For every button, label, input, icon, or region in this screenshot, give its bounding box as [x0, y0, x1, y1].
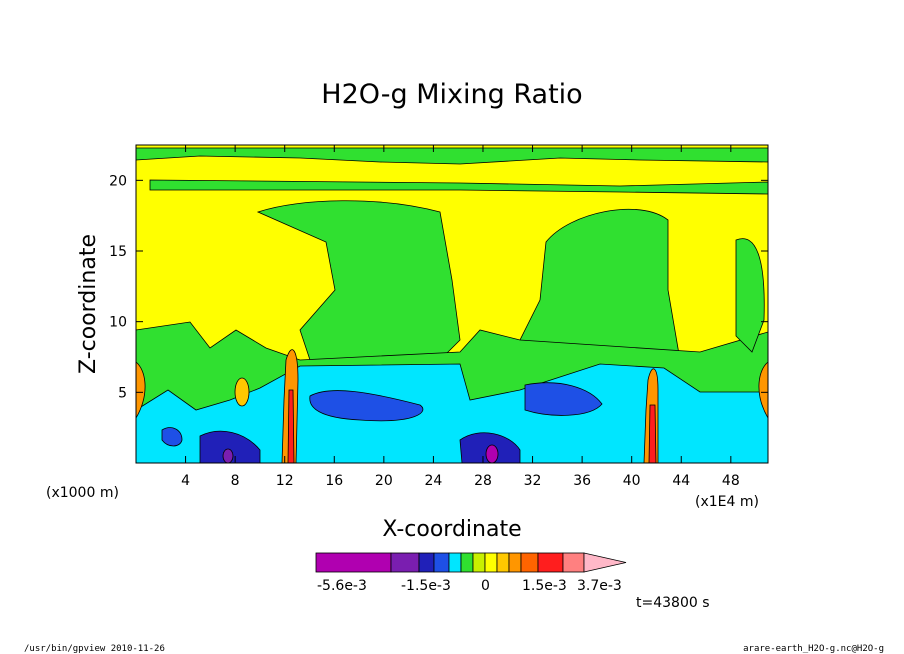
colorbar-swatch — [520, 552, 539, 573]
x-tick-label: 28 — [474, 473, 492, 489]
contour-field — [136, 145, 768, 463]
time-label: t=43800 s — [636, 595, 710, 611]
colorbar-arrow — [583, 552, 627, 573]
colorbar-swatch — [537, 552, 564, 573]
x-tick-label: 24 — [424, 473, 442, 489]
colorbar — [315, 552, 627, 573]
x-tick-label: 40 — [623, 473, 641, 489]
purple-min — [222, 448, 234, 463]
colorbar-swatch — [448, 552, 462, 573]
colorbar-swatch — [315, 552, 392, 573]
x-tick-label: 36 — [573, 473, 591, 489]
colorbar-label: -1.5e-3 — [401, 578, 451, 594]
colorbar-swatch — [508, 552, 522, 573]
y-tick-label: 10 — [109, 315, 127, 331]
colorbar-swatch — [496, 552, 510, 573]
footer-left: /usr/bin/gpview 2010-11-26 — [24, 644, 165, 654]
colorbar-swatch — [390, 552, 420, 573]
yellow-orange-blob — [234, 377, 250, 407]
x-tick-label: 4 — [181, 473, 190, 489]
x-tick-label: 44 — [672, 473, 690, 489]
x-tick-label: 20 — [375, 473, 393, 489]
red-core-right — [648, 404, 657, 463]
colorbar-swatch — [460, 552, 474, 573]
mid-green-band — [149, 179, 768, 195]
blue-patch-2 — [524, 382, 603, 416]
y-ticks: 5 10 15 20 — [109, 173, 768, 401]
upper-green-band — [136, 147, 768, 165]
chart-title: H2O-g Mixing Ratio — [321, 79, 582, 110]
x-unit-left: (x1000 m) — [46, 485, 119, 501]
x-tick-label: 16 — [325, 473, 343, 489]
colorbar-swatch — [562, 552, 585, 573]
colorbar-swatch — [472, 552, 486, 573]
colorbar-label: -5.6e-3 — [317, 578, 367, 594]
x-axis-label: X-coordinate — [382, 517, 521, 542]
green-column-right — [735, 238, 765, 353]
x-tick-label: 8 — [231, 473, 240, 489]
colorbar-label: 3.7e-3 — [577, 578, 622, 594]
x-tick-label: 32 — [524, 473, 542, 489]
x-unit-right: (x1E4 m) — [695, 494, 759, 510]
blue-patch-1 — [309, 390, 424, 422]
y-tick-label: 15 — [109, 244, 127, 260]
colorbar-swatch — [418, 552, 435, 573]
x-ticks: 4 8 12 16 20 24 28 32 36 40 44 48 — [181, 145, 740, 489]
magenta-min — [485, 444, 499, 463]
colorbar-label: 1.5e-3 — [522, 578, 567, 594]
y-tick-label: 20 — [109, 173, 127, 189]
footer-right: arare-earth_H2O-g.nc@H2O-g — [743, 644, 884, 654]
colorbar-labels: -5.6e-3 -1.5e-3 0 1.5e-3 3.7e-3 — [317, 578, 622, 594]
y-tick-label: 5 — [118, 385, 127, 401]
blue-patch-5 — [161, 427, 183, 447]
blue-patch-4 — [199, 430, 261, 463]
plot-frame — [135, 144, 769, 464]
x-tick-label: 48 — [722, 473, 740, 489]
red-core-left — [287, 389, 295, 463]
colorbar-swatch — [484, 552, 498, 573]
colorbar-label: 0 — [481, 578, 490, 594]
colorbar-swatch — [433, 552, 450, 573]
x-tick-label: 12 — [276, 473, 294, 489]
y-axis-label: Z-coordinate — [76, 234, 101, 374]
